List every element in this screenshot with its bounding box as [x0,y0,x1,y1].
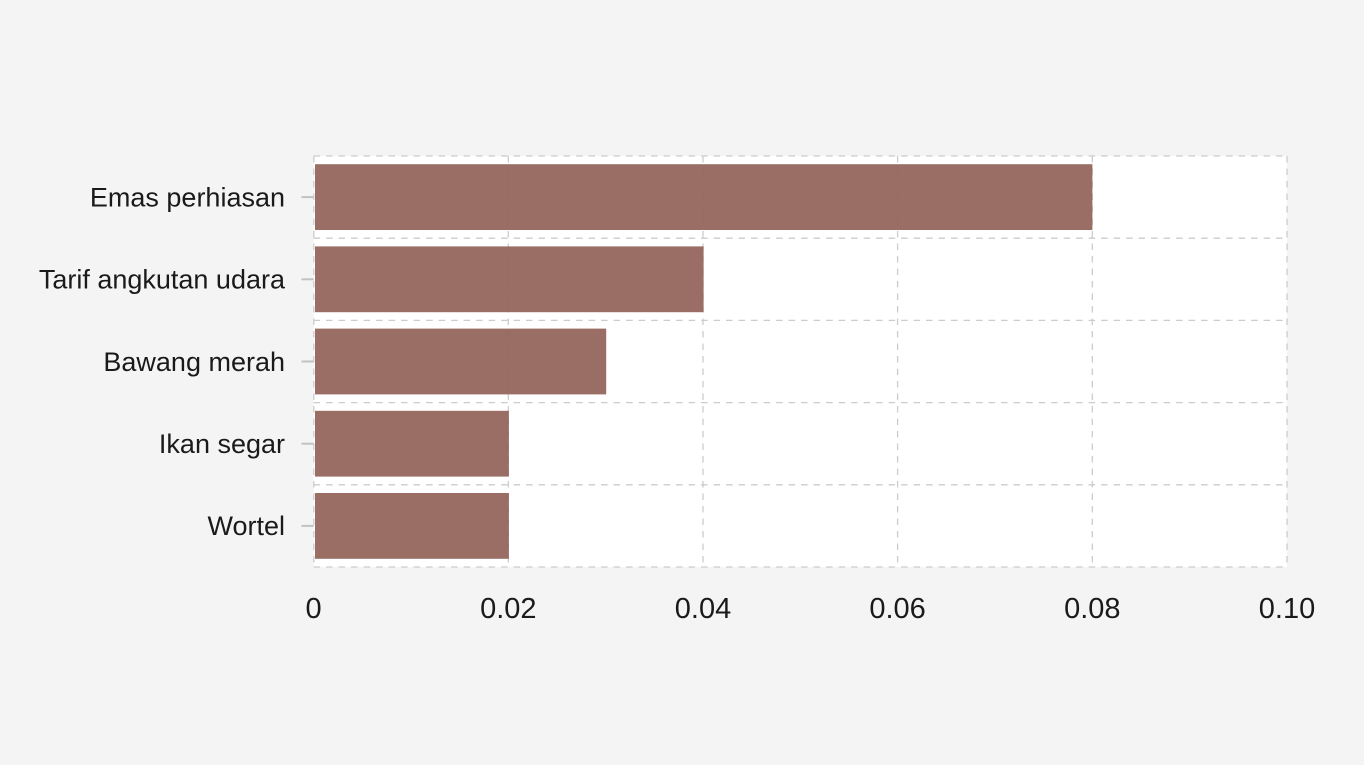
svg-text:Wortel: Wortel [207,511,285,541]
svg-text:Bawang merah: Bawang merah [103,347,285,377]
svg-text:0.08: 0.08 [1064,593,1120,625]
svg-text:Tarif angkutan udara: Tarif angkutan udara [39,265,286,295]
svg-text:0.06: 0.06 [869,593,925,625]
svg-text:0.10: 0.10 [1259,593,1315,625]
svg-text:0.02: 0.02 [480,593,536,625]
svg-text:Ikan segar: Ikan segar [159,429,285,459]
svg-text:0.04: 0.04 [675,593,731,625]
svg-text:0: 0 [306,593,322,625]
svg-text:Emas perhiasan: Emas perhiasan [90,182,285,212]
